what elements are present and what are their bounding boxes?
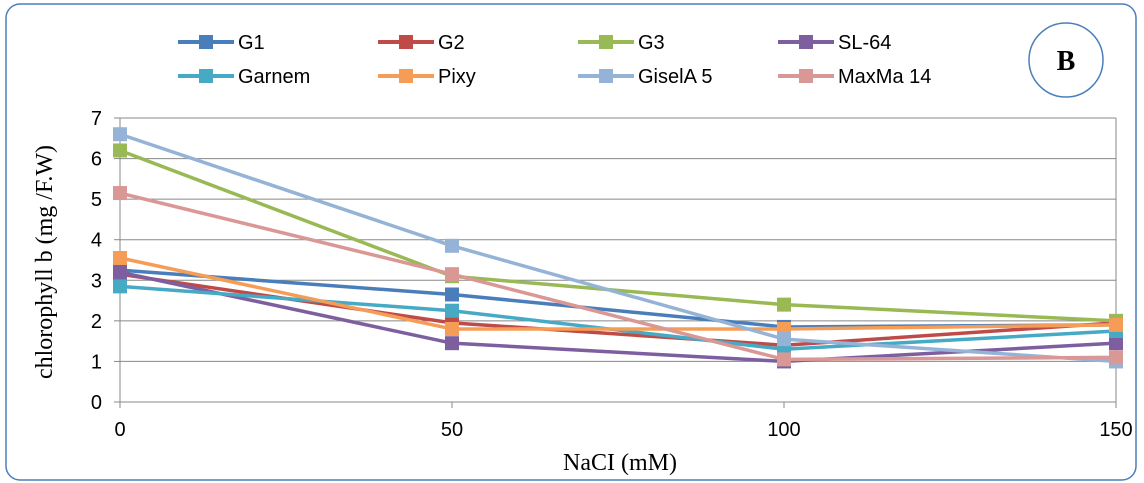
legend-label: Garnem — [238, 66, 310, 88]
data-point-garnem — [113, 279, 127, 294]
legend-swatch-marker — [599, 35, 613, 49]
y-tick-label: 7 — [91, 108, 102, 130]
data-point-sl-64 — [445, 336, 459, 351]
grid — [120, 117, 1117, 402]
series-maxma-14 — [113, 186, 1123, 367]
data-point-garnem — [445, 303, 459, 318]
legend-label: GiselA 5 — [638, 66, 712, 88]
data-point-pixy — [445, 321, 459, 336]
data-point-pixy — [113, 250, 127, 265]
panel-badge-label: B — [1057, 46, 1076, 77]
legend-item-sl-64: SL-64 — [778, 32, 891, 54]
legend-item-g1: G1 — [178, 32, 265, 54]
legend-label: MaxMa 14 — [838, 66, 931, 88]
chart-frame — [5, 3, 1137, 481]
legend-label: G1 — [238, 32, 265, 54]
legend-swatch-marker — [199, 35, 213, 49]
legend-swatch-marker — [799, 69, 813, 83]
legend-item-g3: G3 — [578, 32, 665, 54]
panel-badge: B — [1028, 22, 1104, 98]
x-tick-label: 100 — [767, 419, 800, 441]
legend-label: G3 — [638, 32, 665, 54]
data-point-gisela-5 — [445, 238, 459, 253]
data-point-sl-64 — [113, 265, 127, 280]
x-tick-label: 50 — [441, 419, 463, 441]
legend-label: Pixy — [438, 66, 476, 88]
x-axis-title: NaCI (mM) — [563, 450, 677, 476]
legend-item-maxma-14: MaxMa 14 — [778, 66, 931, 88]
legend-item-g2: G2 — [378, 32, 465, 54]
y-tick-label: 0 — [91, 392, 102, 414]
data-point-gisela-5 — [113, 127, 127, 142]
x-tick-label: 0 — [114, 419, 125, 441]
legend-label: SL-64 — [838, 32, 891, 54]
legend-swatch-marker — [599, 69, 613, 83]
y-tick-label: 4 — [91, 230, 102, 252]
data-point-gisela-5 — [777, 332, 791, 347]
series-line-maxma-14 — [119, 191, 1117, 362]
data-point-g1 — [445, 287, 459, 302]
series — [113, 127, 1123, 369]
series-pixy — [113, 250, 1123, 336]
series-line-gisela-5 — [119, 132, 1117, 364]
legend-swatch-marker — [399, 69, 413, 83]
series-line-pixy — [119, 256, 1117, 331]
x-tick-label: 150 — [1099, 419, 1132, 441]
legend-label: G2 — [438, 32, 465, 54]
y-tick-label: 6 — [91, 149, 102, 171]
legend-swatch-marker — [799, 35, 813, 49]
data-point-g3 — [777, 297, 791, 312]
data-point-maxma-14 — [445, 267, 459, 282]
series-line-sl-64 — [119, 270, 1117, 364]
y-axis-title: chlorophyll b (mg /F.W) — [32, 145, 58, 379]
y-tick-label: 1 — [91, 351, 102, 373]
axes: 0 1 2 3 4 5 6 7 0 50 100 150 — [91, 108, 1133, 441]
legend-swatch-marker — [199, 69, 213, 83]
data-point-g3 — [113, 143, 127, 158]
data-point-maxma-14 — [1109, 350, 1123, 365]
y-tick-label: 2 — [91, 311, 102, 333]
legend: G1 G2 G3 SL-64 Garnem Pixy GiselA 5 MaxMa 14 — [178, 32, 931, 88]
legend-swatch-marker — [399, 35, 413, 49]
data-point-sl-64 — [1109, 336, 1123, 351]
y-tick-label: 5 — [91, 189, 102, 211]
data-point-pixy — [1109, 317, 1123, 332]
legend-item-pixy: Pixy — [378, 66, 476, 88]
series-line-g3 — [119, 148, 1117, 323]
legend-item-garnem: Garnem — [178, 66, 310, 88]
data-point-maxma-14 — [777, 352, 791, 367]
y-tick-label: 3 — [91, 270, 102, 292]
legend-item-gisela-5: GiselA 5 — [578, 66, 712, 88]
panel-badge-circle — [1028, 22, 1104, 98]
data-point-maxma-14 — [113, 186, 127, 201]
